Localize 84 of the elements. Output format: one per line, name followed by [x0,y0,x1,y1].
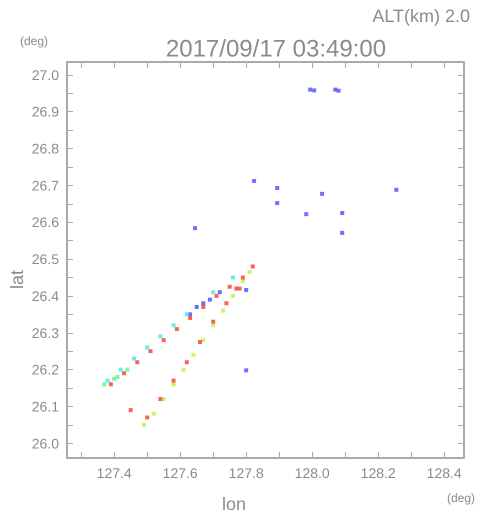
point [304,212,308,216]
point [152,412,156,416]
point [145,345,150,350]
y-tick-label: 26.4 [32,288,60,304]
text: (deg) [446,491,476,505]
point [102,382,106,386]
point [394,188,398,192]
point [174,327,179,332]
x-tick-label: 127.8 [228,465,264,481]
y-tick-label: 26.3 [32,324,60,341]
y-tick-label: 27.0 [32,66,60,83]
y-axis-title: lat [7,270,27,290]
point [184,360,189,364]
point [148,349,152,354]
point [208,298,212,302]
point [162,338,166,342]
point [142,422,146,427]
y-tick-label: 26.0 [32,435,60,452]
point [312,88,316,92]
point [201,304,206,309]
y-tick-label: 26.9 [32,104,60,120]
point [172,378,176,383]
point [320,192,324,196]
point [308,88,312,92]
y-tick-label: 26.1 [32,398,60,414]
point [250,264,255,268]
point [115,374,120,379]
point [252,178,256,183]
point [247,270,252,274]
x-tick-label: 127.4 [96,465,132,481]
point [108,382,113,386]
y-tick-label: 26.8 [32,140,60,157]
point [184,312,189,316]
point [106,378,110,383]
point [340,230,344,235]
point [224,301,228,306]
y-tick-label: 26.7 [32,177,60,194]
point [122,371,126,376]
y-tick-label: 26.6 [32,214,60,230]
x-axis-title: lon [222,494,246,514]
x-tick-label: 127.6 [162,465,198,481]
point [118,368,123,372]
point [211,320,216,324]
point [340,211,344,216]
point [125,368,130,372]
point [221,308,226,313]
point [172,382,176,386]
point [218,290,222,294]
x-tick-label: 128.4 [426,465,462,481]
point [158,334,162,338]
point [230,294,235,298]
y-tick-label: 26.5 [32,251,60,268]
point [158,397,162,402]
point [230,276,235,280]
point [128,408,133,412]
point [188,316,192,320]
point [214,294,218,298]
point [240,276,245,280]
point [181,368,186,372]
y-tick-label: 26.2 [32,362,60,378]
x-tick-label: 128.2 [360,465,396,481]
chart-title: 2017/09/17 03:49:00 [166,36,386,62]
point [145,415,150,420]
point [275,186,280,190]
point [112,376,116,381]
text: (deg) [20,34,48,48]
x-tick-label: 128.0 [294,465,330,481]
point [244,288,248,292]
point [193,226,198,230]
point [135,360,140,364]
point [172,323,176,328]
point [244,368,248,372]
point [198,340,202,344]
chart-subtitle: ALT(km) 2.0 [372,6,470,26]
point [132,356,136,361]
point [238,286,242,291]
point [275,201,280,206]
point [191,352,196,357]
point [228,284,232,289]
point [211,323,216,328]
point [336,88,341,93]
point [201,338,206,342]
point [194,304,199,309]
point [211,290,216,294]
